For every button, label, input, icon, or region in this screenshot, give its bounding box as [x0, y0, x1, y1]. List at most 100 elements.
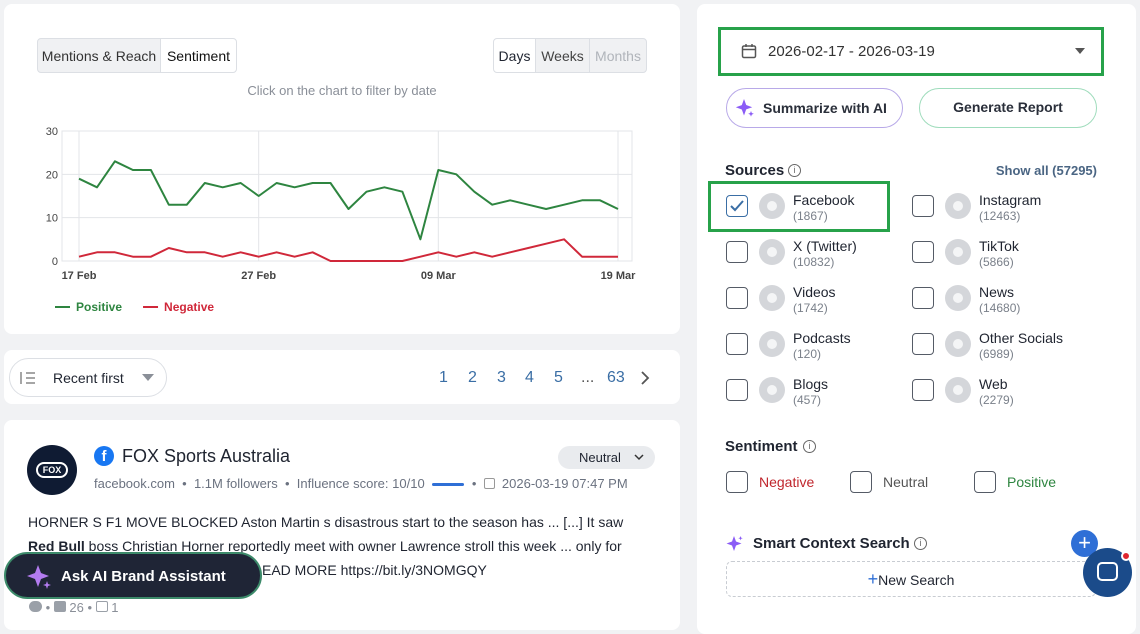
- assistant-label: Ask AI Brand Assistant: [61, 568, 226, 585]
- comment-icon: [29, 601, 42, 612]
- source-name: Web: [979, 376, 1008, 392]
- info-icon: i: [803, 440, 816, 453]
- checkbox[interactable]: [912, 241, 934, 263]
- legend-label: Positive: [76, 300, 122, 314]
- section-title: Smart Context Search: [753, 535, 910, 552]
- page-link[interactable]: 4: [525, 369, 534, 386]
- checkbox[interactable]: [912, 195, 934, 217]
- checkbox[interactable]: [726, 195, 748, 217]
- section-title: Sources: [725, 162, 785, 179]
- calendar-icon: [483, 478, 495, 489]
- period[interactable]: Days: [493, 38, 536, 73]
- sort-icon: [20, 372, 35, 384]
- date-picker[interactable]: 2026-02-17 - 2026-03-19: [726, 33, 1096, 70]
- source-name: X (Twitter): [793, 238, 857, 254]
- x-tick-label: 27 Feb: [241, 270, 276, 282]
- source-icon: [759, 239, 785, 265]
- source-name: News: [979, 284, 1015, 300]
- x-tick-label: 09 Mar: [421, 270, 457, 282]
- tab-active[interactable]: Sentiment: [160, 38, 237, 73]
- summarize-button[interactable]: Summarize with AI: [726, 88, 903, 128]
- sparkle-icon: [726, 536, 743, 551]
- post-followers: 1.1M followers: [193, 476, 278, 491]
- source-name: Instagram: [979, 192, 1042, 208]
- chat-launcher[interactable]: [1083, 548, 1132, 597]
- page-link[interactable]: 2: [468, 369, 477, 386]
- source-count: (1742): [793, 301, 828, 315]
- post-site[interactable]: facebook.com: [94, 476, 175, 491]
- checkbox[interactable]: [726, 471, 748, 493]
- checkbox[interactable]: [974, 471, 996, 493]
- source-icon: [945, 331, 971, 357]
- checkbox[interactable]: [912, 333, 934, 355]
- source-name: Blogs: [793, 376, 829, 392]
- y-tick-label: 20: [46, 169, 58, 181]
- sparkle-icon: [27, 565, 51, 589]
- page-link[interactable]: 5: [554, 369, 563, 386]
- checkbox[interactable]: [912, 379, 934, 401]
- influence-bar: [432, 483, 465, 487]
- chat-icon: [1097, 562, 1118, 581]
- assistant-button[interactable]: Ask AI Brand Assistant: [4, 552, 262, 599]
- share-icon: [95, 601, 108, 612]
- sentiment-value: Neutral: [579, 450, 621, 465]
- y-tick-label: 30: [46, 126, 58, 138]
- checkbox[interactable]: [726, 333, 748, 355]
- page-link[interactable]: 63: [607, 369, 625, 386]
- sentiment-option: Positive: [1007, 474, 1057, 490]
- shares: 1: [111, 600, 119, 615]
- sentiment-select[interactable]: Neutral: [558, 446, 655, 469]
- sentiment-option: Negative: [759, 474, 815, 490]
- source-count: (2279): [979, 393, 1014, 407]
- info-icon: i: [914, 537, 927, 550]
- calendar-icon: [741, 44, 757, 59]
- new-search-button[interactable]: +New Search: [726, 561, 1096, 597]
- period-disabled: Months: [589, 38, 647, 73]
- source-count: (10832): [793, 255, 835, 269]
- plot-frame: [61, 130, 633, 262]
- post-text-bold: Red Bull: [28, 538, 85, 554]
- caret: [634, 454, 644, 461]
- sentiment-option: Neutral: [883, 474, 929, 490]
- sort-select[interactable]: Recent first: [9, 358, 167, 397]
- source-icon: [759, 331, 785, 357]
- source-icon: [759, 285, 785, 311]
- source-name: Videos: [793, 284, 836, 300]
- series-line: [78, 160, 619, 241]
- post-author[interactable]: FOX Sports Australia: [122, 446, 291, 466]
- source-name: TikTok: [979, 238, 1019, 254]
- sort-label: Recent first: [53, 370, 124, 386]
- x-tick-label: 19 Mar: [601, 270, 637, 282]
- source-icon: [945, 377, 971, 403]
- show-all-link[interactable]: Show all (57295): [996, 163, 1097, 178]
- source-count: (14680): [979, 301, 1021, 315]
- checkbox[interactable]: [912, 287, 934, 309]
- new-search-label: New Search: [878, 572, 955, 588]
- checkbox[interactable]: [850, 471, 872, 493]
- caret: [1075, 48, 1085, 54]
- page-link[interactable]: 3: [497, 369, 506, 386]
- page-ellipsis: ...: [581, 369, 595, 386]
- post-text: boss Christian Horner reportedly meet wi…: [84, 538, 622, 554]
- checkbox[interactable]: [726, 287, 748, 309]
- source-count: (6989): [979, 347, 1014, 361]
- tab[interactable]: Mentions & Reach: [37, 38, 161, 73]
- report-button[interactable]: Generate Report: [919, 88, 1097, 128]
- like-icon: [53, 601, 66, 612]
- checkbox[interactable]: [726, 241, 748, 263]
- highlight-box: [718, 27, 1104, 76]
- legend-label: Negative: [164, 300, 214, 314]
- sparkle-icon: [735, 99, 754, 117]
- source-name: Other Socials: [979, 330, 1064, 346]
- caret: [142, 374, 154, 381]
- highlight-box: [708, 181, 890, 232]
- next-page[interactable]: [640, 371, 650, 385]
- page-link-active[interactable]: 1: [439, 369, 448, 386]
- plus-icon: +: [867, 569, 879, 589]
- source-icon: [945, 193, 971, 219]
- chart[interactable]: 0 10 20 30 17 Feb 27 Feb 09 Mar 19 Mar Positive N…: [0, 0, 680, 334]
- checkbox[interactable]: [726, 379, 748, 401]
- y-tick-label: 0: [52, 256, 58, 268]
- post-text-line: EAD MORE https://bit.ly/3NOMGQY: [262, 562, 487, 578]
